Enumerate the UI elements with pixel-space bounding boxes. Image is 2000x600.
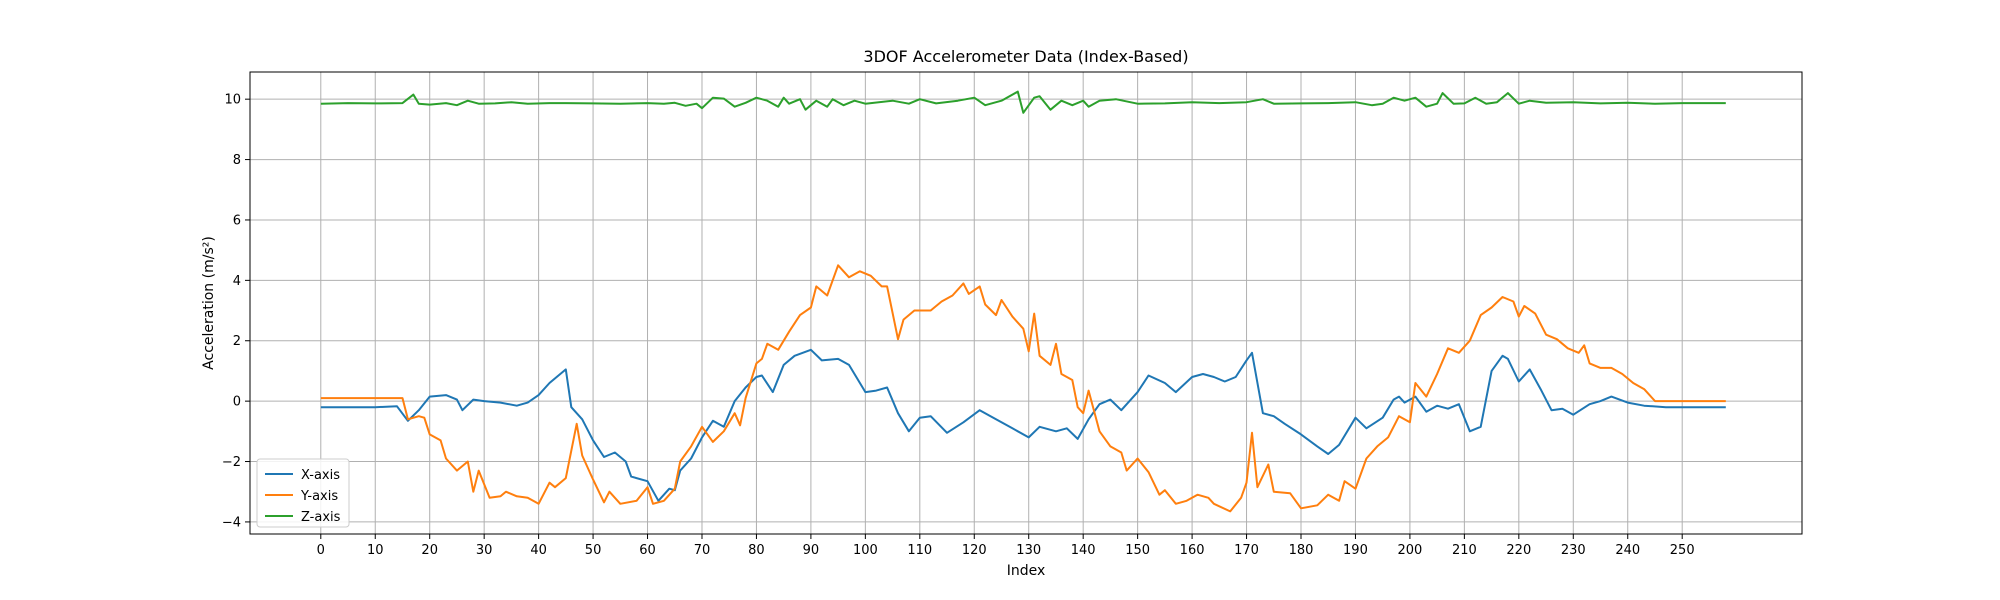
x-tick-label: 30 [476,543,493,558]
y-tick-label: 2 [233,334,241,349]
x-tick-label: 170 [1234,543,1259,558]
x-tick-label: 210 [1452,543,1477,558]
legend-label-z: Z-axis [301,510,341,525]
y-tick-label: −2 [222,455,241,470]
x-tick-label: 160 [1180,543,1205,558]
x-tick-label: 40 [530,543,547,558]
x-tick-label: 0 [317,543,325,558]
legend-label-y: Y-axis [300,489,338,504]
chart-title: 3DOF Accelerometer Data (Index-Based) [863,47,1188,66]
x-tick-label: 70 [694,543,711,558]
series-line-y [320,264,1726,513]
data-series [320,90,1726,513]
x-tick-label: 20 [421,543,438,558]
x-tick-label: 50 [585,543,602,558]
y-axis-label: Acceleration (m/s²) [201,236,217,370]
x-tick-label: 140 [1071,543,1096,558]
series-line-z [320,90,1726,114]
legend-label-x: X-axis [301,468,340,483]
y-tick-label: 10 [224,93,241,108]
x-tick-label: 60 [639,543,656,558]
x-tick-label: 220 [1506,543,1531,558]
x-tick-label: 200 [1398,543,1423,558]
grid [250,72,1802,534]
y-tick-label: 4 [233,274,241,289]
x-tick-label: 190 [1343,543,1368,558]
y-tick-label: −4 [222,515,241,530]
plot-frame [249,71,1803,535]
series-line-x [320,348,1726,502]
x-tick-label: 250 [1670,543,1695,558]
legend: X-axis Y-axis Z-axis [256,458,350,528]
legend-box [256,458,350,528]
axis-ticks: 0 10 20 30 40 50 60 70 80 90 100 110 120 130 140 150 160… [222,93,1695,558]
x-tick-label: 150 [1125,543,1150,558]
y-tick-label: 0 [233,395,241,410]
x-tick-label: 10 [367,543,384,558]
x-tick-label: 100 [853,543,878,558]
x-tick-label: 110 [907,543,932,558]
x-tick-label: 80 [748,543,765,558]
x-tick-label: 180 [1289,543,1314,558]
x-tick-label: 90 [803,543,820,558]
x-tick-label: 230 [1561,543,1586,558]
x-tick-label: 240 [1615,543,1640,558]
y-tick-label: 8 [233,153,241,168]
x-tick-label: 130 [1016,543,1041,558]
x-axis-label: Index [1007,563,1046,579]
y-tick-label: 6 [233,213,241,228]
x-tick-label: 120 [962,543,987,558]
